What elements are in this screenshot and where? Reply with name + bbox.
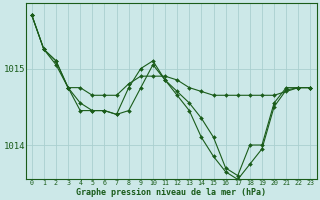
X-axis label: Graphe pression niveau de la mer (hPa): Graphe pression niveau de la mer (hPa) bbox=[76, 188, 266, 197]
